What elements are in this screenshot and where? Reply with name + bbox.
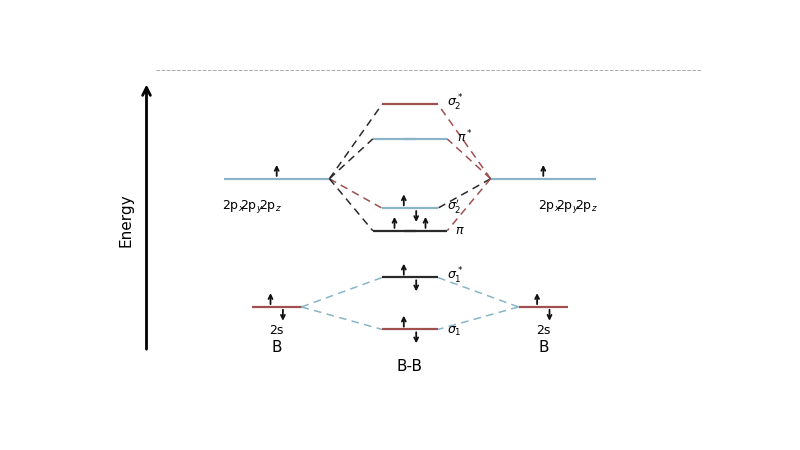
Text: 2p$_x$: 2p$_x$ [538,198,561,214]
Text: 2p$_z$: 2p$_z$ [259,198,282,214]
Text: $\pi^*$: $\pi^*$ [457,129,473,145]
Text: $\pi$: $\pi$ [454,224,464,237]
Text: $\sigma_1$: $\sigma_1$ [447,324,462,338]
Text: Energy: Energy [118,194,134,247]
Text: 2s: 2s [270,324,284,337]
Text: 2p$_y$: 2p$_y$ [557,198,580,215]
Text: 2s: 2s [536,324,550,337]
Text: $\sigma_1^*$: $\sigma_1^*$ [447,266,463,286]
Text: 2p$_y$: 2p$_y$ [240,198,263,215]
Text: B: B [271,340,282,355]
Text: 2p$_z$: 2p$_z$ [575,198,598,214]
Text: $\sigma_{2}'$: $\sigma_{2}'$ [447,198,462,216]
Text: B: B [538,340,549,355]
Text: B-B: B-B [397,359,423,374]
Text: $\sigma_2^*$: $\sigma_2^*$ [447,92,463,112]
Text: 2p$_x$: 2p$_x$ [222,198,245,214]
